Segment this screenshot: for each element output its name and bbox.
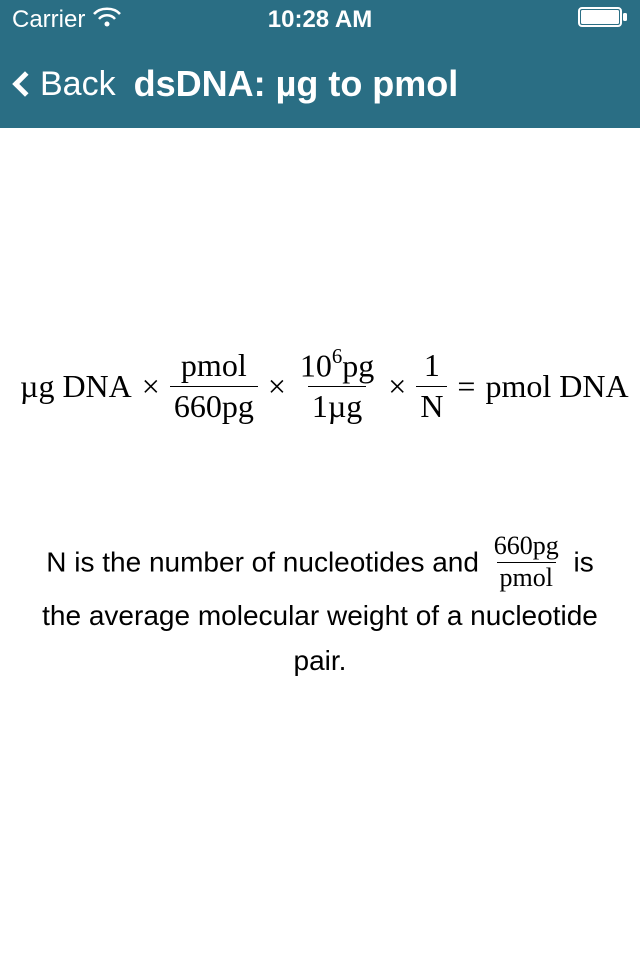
eq-lead: µg DNA <box>20 368 132 405</box>
frac2-num: 106pg <box>296 348 378 386</box>
explanation-part1: N is the number of nucleotides and <box>46 547 479 578</box>
equation-row: µg DNA × pmol 660pg × 106pg 1µg × 1 N = … <box>20 348 629 424</box>
back-button[interactable]: Back <box>10 65 116 104</box>
wifi-icon <box>93 6 121 34</box>
fraction-1: pmol 660pg <box>170 348 258 423</box>
content-area: µg DNA × pmol 660pg × 106pg 1µg × 1 N = … <box>0 128 640 724</box>
frac3-num: 1 <box>420 348 444 385</box>
frac1-num: pmol <box>177 348 251 385</box>
status-left: Carrier <box>12 6 121 34</box>
back-label: Back <box>40 65 116 104</box>
times-symbol: × <box>264 368 290 405</box>
expl-frac-den: pmol <box>497 562 556 593</box>
nav-bar: Back dsDNA: µg to pmol <box>0 40 640 128</box>
equation-block: µg DNA × pmol 660pg × 106pg 1µg × 1 N = … <box>20 348 620 424</box>
times-symbol: × <box>138 368 164 405</box>
status-time: 10:28 AM <box>268 6 372 34</box>
battery-icon <box>578 6 628 34</box>
carrier-label: Carrier <box>12 6 85 34</box>
frac2-den: 1µg <box>308 386 366 424</box>
expl-frac-num: 660pg <box>491 532 562 562</box>
frac3-den: N <box>416 386 447 424</box>
equals-symbol: = <box>453 368 479 405</box>
page-title: dsDNA: µg to pmol <box>134 63 459 105</box>
explanation-text: N is the number of nucleotides and 660pg… <box>20 534 620 684</box>
fraction-3: 1 N <box>416 348 447 423</box>
explanation-fraction: 660pg pmol <box>491 532 562 592</box>
eq-result: pmol DNA <box>485 368 628 405</box>
frac1-den: 660pg <box>170 386 258 424</box>
times-symbol: × <box>384 368 410 405</box>
fraction-2: 106pg 1µg <box>296 348 378 424</box>
chevron-left-icon <box>12 71 37 96</box>
status-bar: Carrier 10:28 AM <box>0 0 640 40</box>
